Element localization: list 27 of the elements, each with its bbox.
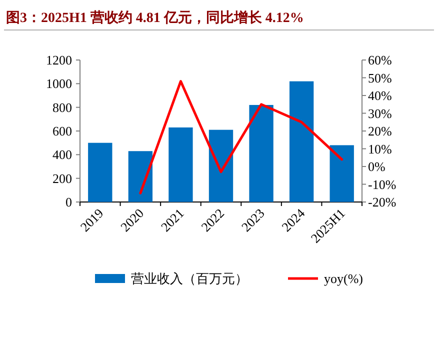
y2-tick-label: 60% xyxy=(368,52,392,68)
bar xyxy=(168,127,193,202)
y2-tick-label: -20% xyxy=(368,194,396,210)
bar xyxy=(128,151,153,202)
bar xyxy=(289,81,314,202)
y-tick-label: 400 xyxy=(52,147,72,162)
bar xyxy=(249,104,274,202)
y-tick-label: 1200 xyxy=(46,52,72,68)
legend-label: yoy(%) xyxy=(324,271,363,286)
line-series xyxy=(139,80,344,194)
y-tick-label: 1000 xyxy=(46,76,72,92)
y-tick-label: 200 xyxy=(52,170,72,186)
y2-tick-label: 50% xyxy=(368,70,392,86)
y2-tick-label: 10% xyxy=(368,141,392,156)
y2-tick-label: 40% xyxy=(368,88,392,103)
bar xyxy=(208,130,234,202)
y-tick-label: 0 xyxy=(66,194,72,210)
y-tick-label: 600 xyxy=(52,124,72,138)
y-tick-label: 800 xyxy=(52,100,72,115)
bar xyxy=(88,142,112,202)
chart-title: 图3：2025H1 营收约 4.81 亿元，同比增长 4.12% xyxy=(6,10,304,26)
y2-tick-label: -10% xyxy=(368,176,396,192)
bar xyxy=(330,145,354,202)
y2-tick-label: 30% xyxy=(368,106,392,121)
y2-tick-label: 20% xyxy=(368,124,392,138)
legend-label: 营业收入（百万元） xyxy=(131,271,248,286)
y2-tick-label: 0% xyxy=(368,159,386,174)
